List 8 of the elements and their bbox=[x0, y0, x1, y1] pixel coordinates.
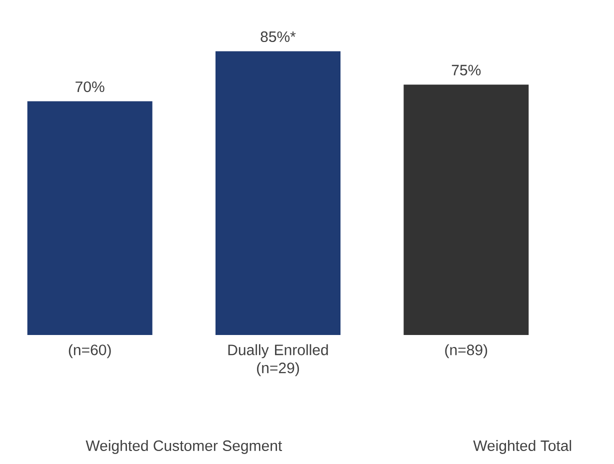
data-label: 85%* bbox=[260, 31, 296, 42]
x-tick-label: (n=60) bbox=[68, 344, 111, 358]
text: Weighted Total bbox=[473, 440, 572, 454]
x-tick-label: (n=89) bbox=[445, 344, 488, 358]
text: Weighted Customer Segment bbox=[86, 440, 282, 454]
data-label: 70% bbox=[76, 81, 104, 92]
data-label: 75% bbox=[452, 64, 481, 76]
x-tick-label: Dually Enrolled (n=29) bbox=[228, 344, 328, 376]
